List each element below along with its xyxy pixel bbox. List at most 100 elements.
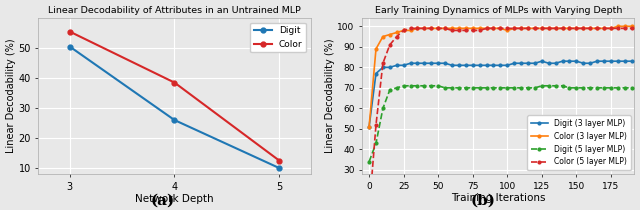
Color (3 layer MLP) <box>490 27 497 30</box>
Digit (5 layer MLP) <box>559 85 566 87</box>
Color (3 layer MLP) <box>552 27 559 30</box>
Digit (5 layer MLP) <box>435 85 442 87</box>
Digit (5 layer MLP) <box>497 87 504 89</box>
Line: Digit (5 layer MLP): Digit (5 layer MLP) <box>368 84 633 163</box>
Color (5 layer MLP) <box>448 29 456 32</box>
Digit (3 layer MLP) <box>441 62 449 64</box>
Digit (3 layer MLP) <box>400 64 408 67</box>
Digit (3 layer MLP) <box>607 60 615 62</box>
Color (3 layer MLP) <box>413 27 421 30</box>
Color (5 layer MLP) <box>420 27 428 30</box>
Color (3 layer MLP) <box>579 27 587 30</box>
Digit (3 layer MLP) <box>448 64 456 67</box>
Digit (5 layer MLP) <box>628 87 636 89</box>
Color (3 layer MLP) <box>566 27 573 30</box>
Color (3 layer MLP) <box>400 29 408 32</box>
Color (3 layer MLP) <box>393 31 401 34</box>
Digit (5 layer MLP) <box>386 89 394 91</box>
Digit (3 layer MLP) <box>524 62 532 64</box>
Digit (5 layer MLP) <box>621 87 628 89</box>
Color (3 layer MLP) <box>586 27 594 30</box>
Color (3 layer MLP) <box>428 27 435 30</box>
Digit (3 layer MLP) <box>386 66 394 69</box>
Digit (3 layer MLP) <box>593 60 601 62</box>
Color (3 layer MLP) <box>420 27 428 30</box>
Color (3 layer MLP) <box>365 126 373 128</box>
Color (3 layer MLP) <box>614 25 621 28</box>
Title: Linear Decodability of Attributes in an Untrained MLP: Linear Decodability of Attributes in an … <box>48 5 301 14</box>
Digit (5 layer MLP) <box>573 87 580 89</box>
Digit <box>171 119 179 121</box>
Color (5 layer MLP) <box>559 27 566 30</box>
Digit (5 layer MLP) <box>524 87 532 89</box>
Digit (3 layer MLP) <box>379 66 387 69</box>
Color (5 layer MLP) <box>510 27 518 30</box>
Digit (3 layer MLP) <box>538 60 546 62</box>
Color (5 layer MLP) <box>372 123 380 126</box>
Digit (5 layer MLP) <box>531 87 539 89</box>
Color (5 layer MLP) <box>607 27 615 30</box>
Digit (5 layer MLP) <box>469 87 477 89</box>
Digit (5 layer MLP) <box>365 160 373 163</box>
Color (3 layer MLP) <box>435 27 442 30</box>
Digit (3 layer MLP) <box>483 64 490 67</box>
Color (3 layer MLP) <box>386 33 394 36</box>
Color (3 layer MLP) <box>455 27 463 30</box>
Color (5 layer MLP) <box>538 27 546 30</box>
Line: Digit (3 layer MLP): Digit (3 layer MLP) <box>368 60 633 128</box>
Digit (5 layer MLP) <box>455 87 463 89</box>
Color (3 layer MLP) <box>448 27 456 30</box>
Color (5 layer MLP) <box>379 62 387 64</box>
Color (3 layer MLP) <box>628 25 636 28</box>
Digit (5 layer MLP) <box>510 87 518 89</box>
Digit (5 layer MLP) <box>400 85 408 87</box>
Color (5 layer MLP) <box>386 43 394 46</box>
Title: Early Training Dynamics of MLPs with Varying Depth: Early Training Dynamics of MLPs with Var… <box>374 5 622 14</box>
Color (3 layer MLP) <box>593 27 601 30</box>
Digit (3 layer MLP) <box>365 126 373 128</box>
Color <box>66 30 74 33</box>
Color (3 layer MLP) <box>476 27 483 30</box>
X-axis label: Network Depth: Network Depth <box>135 194 214 205</box>
Digit (3 layer MLP) <box>600 60 608 62</box>
Color (5 layer MLP) <box>628 27 636 30</box>
Color (5 layer MLP) <box>497 27 504 30</box>
Line: Color (3 layer MLP): Color (3 layer MLP) <box>368 25 633 128</box>
Color (3 layer MLP) <box>621 25 628 28</box>
Color (5 layer MLP) <box>428 27 435 30</box>
Digit (3 layer MLP) <box>504 64 511 67</box>
Digit (3 layer MLP) <box>586 62 594 64</box>
Color (5 layer MLP) <box>441 27 449 30</box>
Color (5 layer MLP) <box>517 27 525 30</box>
Color (5 layer MLP) <box>490 27 497 30</box>
Color (3 layer MLP) <box>524 27 532 30</box>
Color (5 layer MLP) <box>614 27 621 30</box>
Color (5 layer MLP) <box>579 27 587 30</box>
Color (5 layer MLP) <box>435 27 442 30</box>
Color (3 layer MLP) <box>517 27 525 30</box>
Color (5 layer MLP) <box>469 29 477 32</box>
Digit (5 layer MLP) <box>428 85 435 87</box>
Digit (3 layer MLP) <box>621 60 628 62</box>
Color (5 layer MLP) <box>483 27 490 30</box>
Line: Digit: Digit <box>67 44 282 171</box>
Digit (3 layer MLP) <box>413 62 421 64</box>
Color (3 layer MLP) <box>483 27 490 30</box>
Digit (3 layer MLP) <box>393 64 401 67</box>
Color <box>171 81 179 84</box>
Color (5 layer MLP) <box>566 27 573 30</box>
Digit (3 layer MLP) <box>420 62 428 64</box>
Digit (3 layer MLP) <box>559 60 566 62</box>
Digit (5 layer MLP) <box>393 87 401 89</box>
Color <box>275 159 283 162</box>
Digit (5 layer MLP) <box>379 107 387 110</box>
Color (5 layer MLP) <box>621 27 628 30</box>
Color (3 layer MLP) <box>441 27 449 30</box>
Digit (3 layer MLP) <box>462 64 470 67</box>
Color (5 layer MLP) <box>586 27 594 30</box>
Digit (5 layer MLP) <box>607 87 615 89</box>
Color (5 layer MLP) <box>462 29 470 32</box>
Text: (a): (a) <box>151 194 175 208</box>
Digit (3 layer MLP) <box>531 62 539 64</box>
Digit (5 layer MLP) <box>441 87 449 89</box>
